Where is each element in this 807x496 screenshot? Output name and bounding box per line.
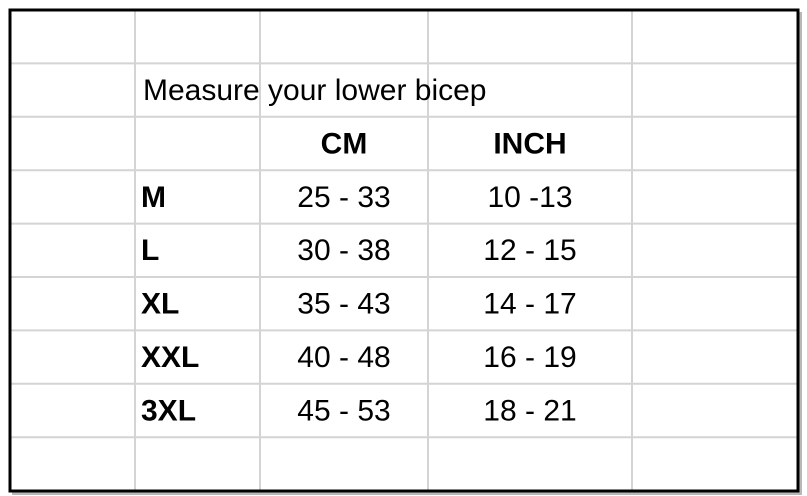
- size-label: XXL: [141, 341, 199, 374]
- cm-range: 30 - 38: [297, 234, 390, 267]
- inch-range: 18 - 21: [483, 394, 576, 427]
- cm-range: 35 - 43: [297, 288, 390, 321]
- frame-border: [8, 8, 800, 493]
- size-label: 3XL: [141, 394, 196, 427]
- cells: Measure your lower bicep CM INCH M 25 - 33 10…: [141, 74, 577, 427]
- column-header: INCH: [493, 127, 566, 160]
- size-label: L: [141, 234, 159, 267]
- cm-range: 40 - 48: [297, 341, 390, 374]
- size-label: XL: [141, 288, 179, 321]
- column-header: CM: [321, 127, 368, 160]
- size-label: M: [141, 181, 166, 214]
- inch-range: 12 - 15: [483, 234, 576, 267]
- grid-lines: [10, 10, 798, 491]
- inch-range: 16 - 19: [483, 341, 576, 374]
- inch-range: 14 - 17: [483, 288, 576, 321]
- cm-range: 25 - 33: [297, 181, 390, 214]
- table-title: Measure your lower bicep: [143, 74, 487, 107]
- inch-range: 10 -13: [487, 181, 572, 214]
- cm-range: 45 - 53: [297, 394, 390, 427]
- frame-fill: [10, 10, 798, 491]
